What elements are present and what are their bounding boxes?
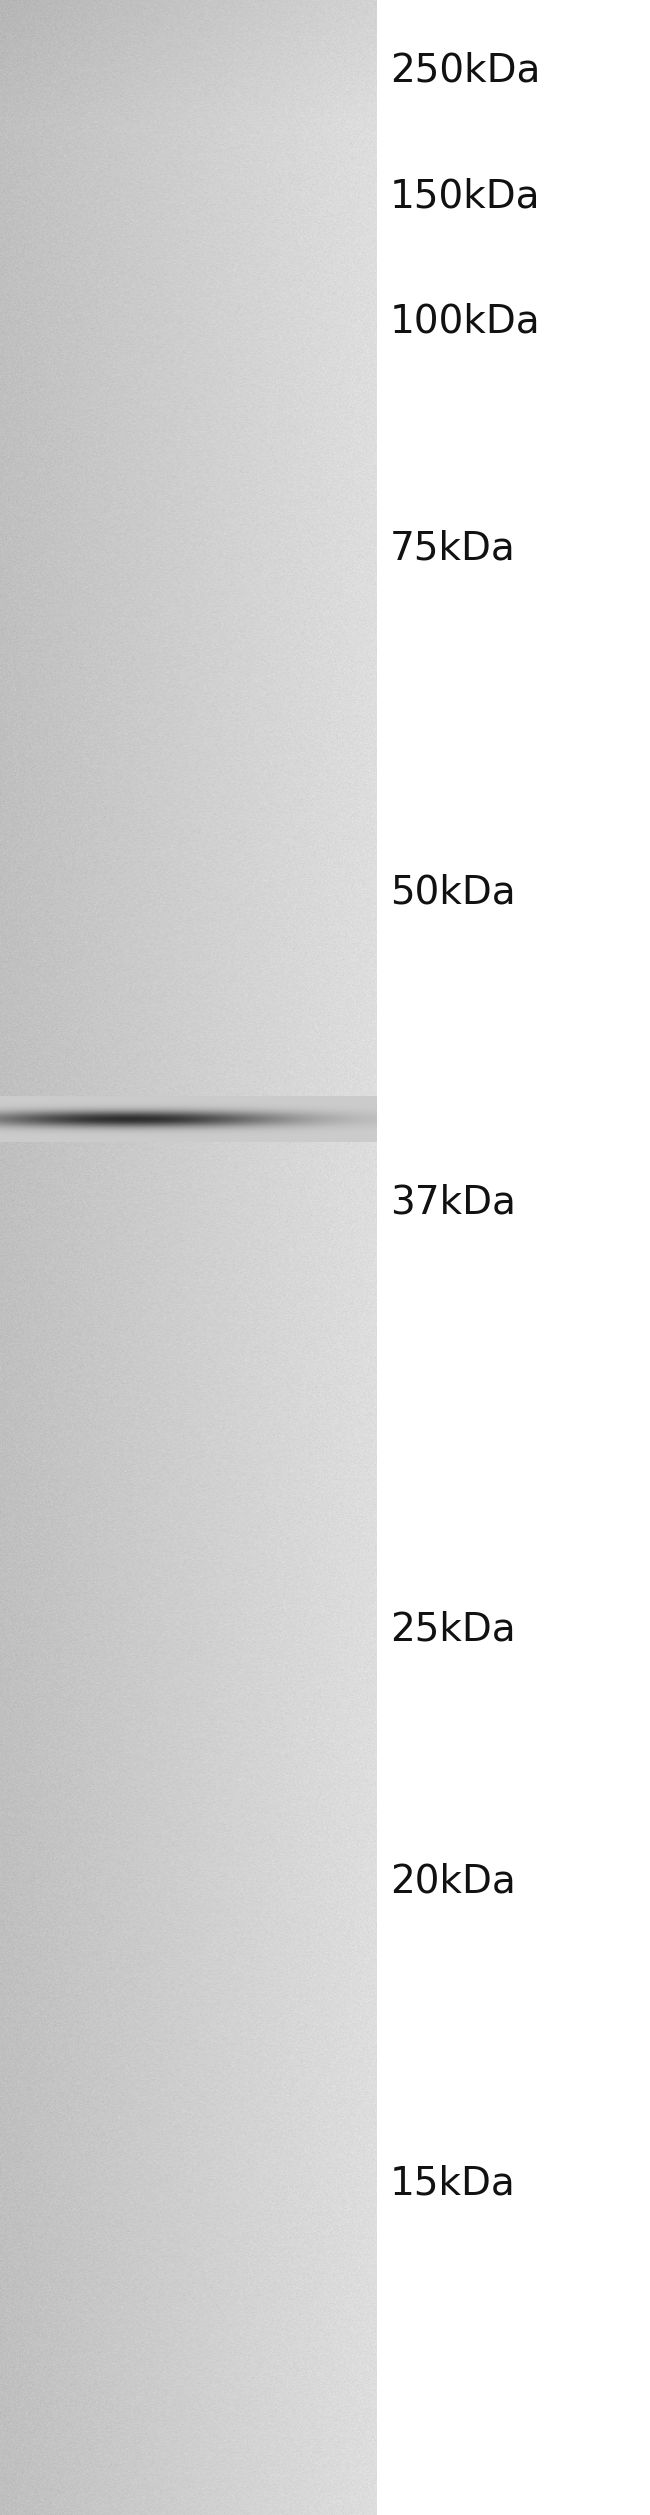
Bar	[377, 0, 650, 2515]
Text: 100kDa: 100kDa	[390, 302, 541, 342]
Text: 250kDa: 250kDa	[390, 50, 540, 91]
Text: 20kDa: 20kDa	[390, 1861, 515, 1901]
Text: 15kDa: 15kDa	[390, 2163, 515, 2203]
Text: 75kDa: 75kDa	[390, 528, 515, 568]
Text: 37kDa: 37kDa	[390, 1182, 516, 1222]
Text: 150kDa: 150kDa	[390, 176, 541, 216]
Text: 50kDa: 50kDa	[390, 873, 515, 913]
Text: 25kDa: 25kDa	[390, 1610, 515, 1650]
